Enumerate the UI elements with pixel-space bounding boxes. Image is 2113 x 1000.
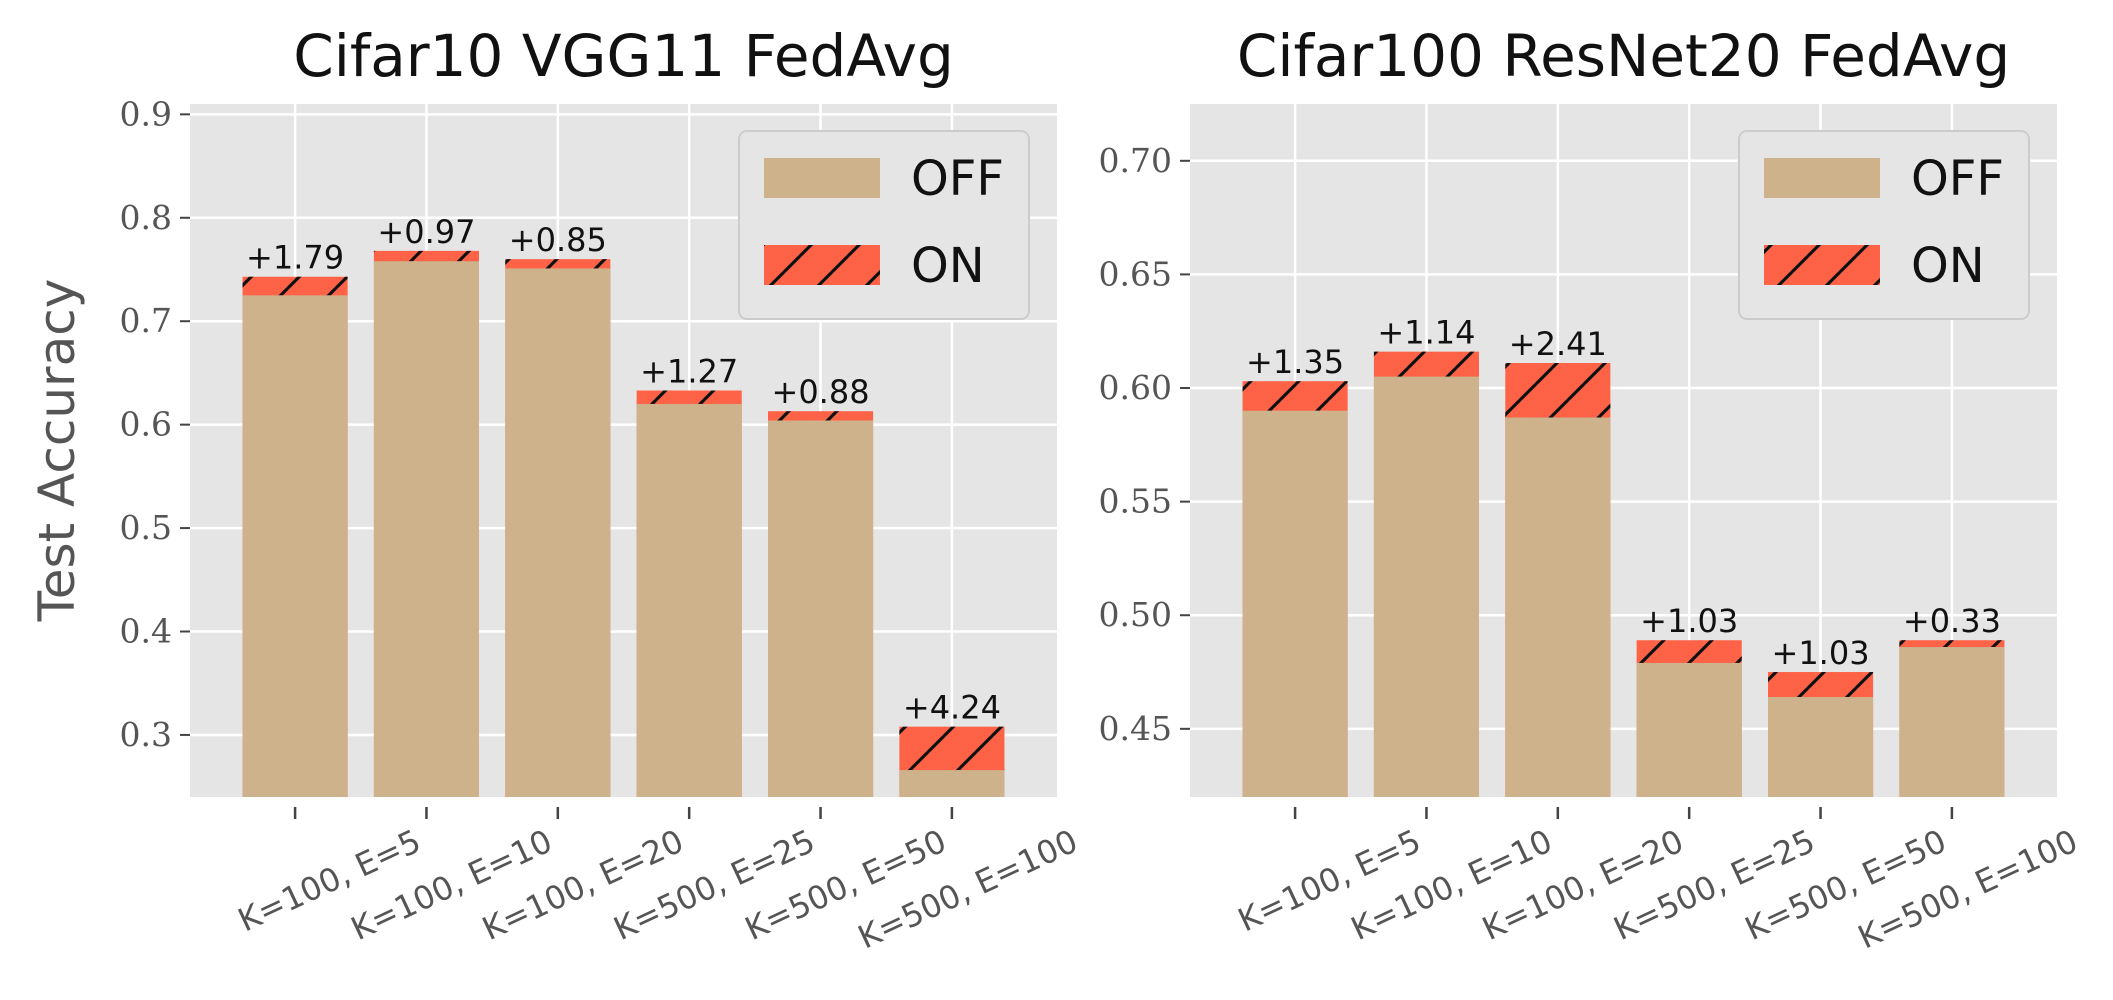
bar-data-label: +1.79 (246, 239, 344, 277)
y-axis-label: Test Accuracy (28, 279, 86, 623)
y-tick-label: 0.70 (1099, 141, 1172, 180)
bar-data-label: +1.35 (1246, 343, 1344, 381)
chart-panel-cifar10: 0.30.40.50.60.70.80.9+1.79K=100, E=5+0.9… (120, 22, 1084, 957)
bar-off (1899, 647, 2005, 797)
chart-title: Cifar100 ResNet20 FedAvg (1237, 22, 2010, 90)
legend-label-on: ON (911, 238, 985, 294)
bar-on-hatch (768, 411, 874, 421)
legend-label-on: ON (1911, 238, 1985, 294)
bar-off (899, 770, 1005, 797)
legend-swatch-on-hatch (1764, 245, 1880, 285)
legend-swatch-off (1764, 158, 1880, 198)
bar-on-hatch (373, 250, 479, 262)
bar-data-label: +0.88 (772, 373, 870, 411)
bar-off (768, 420, 874, 797)
y-tick-label: 0.9 (120, 94, 172, 133)
chart-title: Cifar10 VGG11 FedAvg (293, 22, 954, 90)
bar-data-label: +0.33 (1903, 602, 2001, 640)
bar-on-hatch (899, 726, 1005, 771)
bar-off (373, 261, 479, 797)
y-tick-label: 0.4 (120, 612, 172, 651)
bar-off (505, 268, 611, 797)
bar-data-label: +1.27 (640, 353, 738, 391)
bar-on-hatch (505, 259, 611, 269)
bar-on-hatch (1768, 672, 1874, 698)
x-tick-label: K=500, E=100 (852, 822, 1083, 957)
legend-label-off: OFF (1911, 151, 2004, 207)
bar-on-hatch (1505, 363, 1611, 418)
chart-panel-cifar100: 0.450.500.550.600.650.70+1.35K=100, E=5+… (1099, 22, 2084, 957)
legend-label-off: OFF (911, 151, 1004, 207)
bar-off (1373, 376, 1479, 797)
bar-data-label: +2.41 (1509, 325, 1607, 363)
bar-off (1242, 410, 1348, 797)
bar-on-hatch (636, 390, 742, 404)
y-tick-label: 0.7 (120, 301, 172, 340)
bar-off (1768, 697, 1874, 797)
bar-off (1505, 417, 1611, 797)
legend-swatch-on-hatch (764, 245, 880, 285)
legend-swatch-off (764, 158, 880, 198)
bar-on-hatch (1242, 381, 1348, 411)
bar-data-label: +1.14 (1377, 314, 1475, 352)
y-tick-label: 0.8 (120, 198, 172, 237)
bar-on-hatch (1636, 640, 1742, 663)
bar-data-label: +0.85 (509, 221, 607, 259)
bar-off (1636, 662, 1742, 797)
bar-data-label: +1.03 (1772, 634, 1870, 672)
y-tick-label: 0.6 (120, 405, 172, 444)
bar-off (636, 403, 742, 797)
bar-data-label: +1.03 (1640, 602, 1738, 640)
bar-off (242, 295, 348, 797)
x-tick-label: K=500, E=100 (1852, 822, 2083, 957)
bar-data-label: +4.24 (903, 689, 1001, 727)
y-tick-label: 0.3 (120, 715, 172, 754)
y-tick-label: 0.60 (1099, 368, 1172, 407)
bar-on-hatch (1373, 351, 1479, 377)
y-tick-label: 0.55 (1099, 482, 1172, 521)
bar-data-label: +0.97 (377, 213, 475, 251)
y-tick-label: 0.5 (120, 508, 172, 547)
bar-on-hatch (242, 276, 348, 296)
y-tick-label: 0.65 (1099, 254, 1172, 293)
y-tick-label: 0.50 (1099, 595, 1172, 634)
bar-on-hatch (1899, 640, 2005, 648)
y-tick-label: 0.45 (1099, 709, 1172, 748)
